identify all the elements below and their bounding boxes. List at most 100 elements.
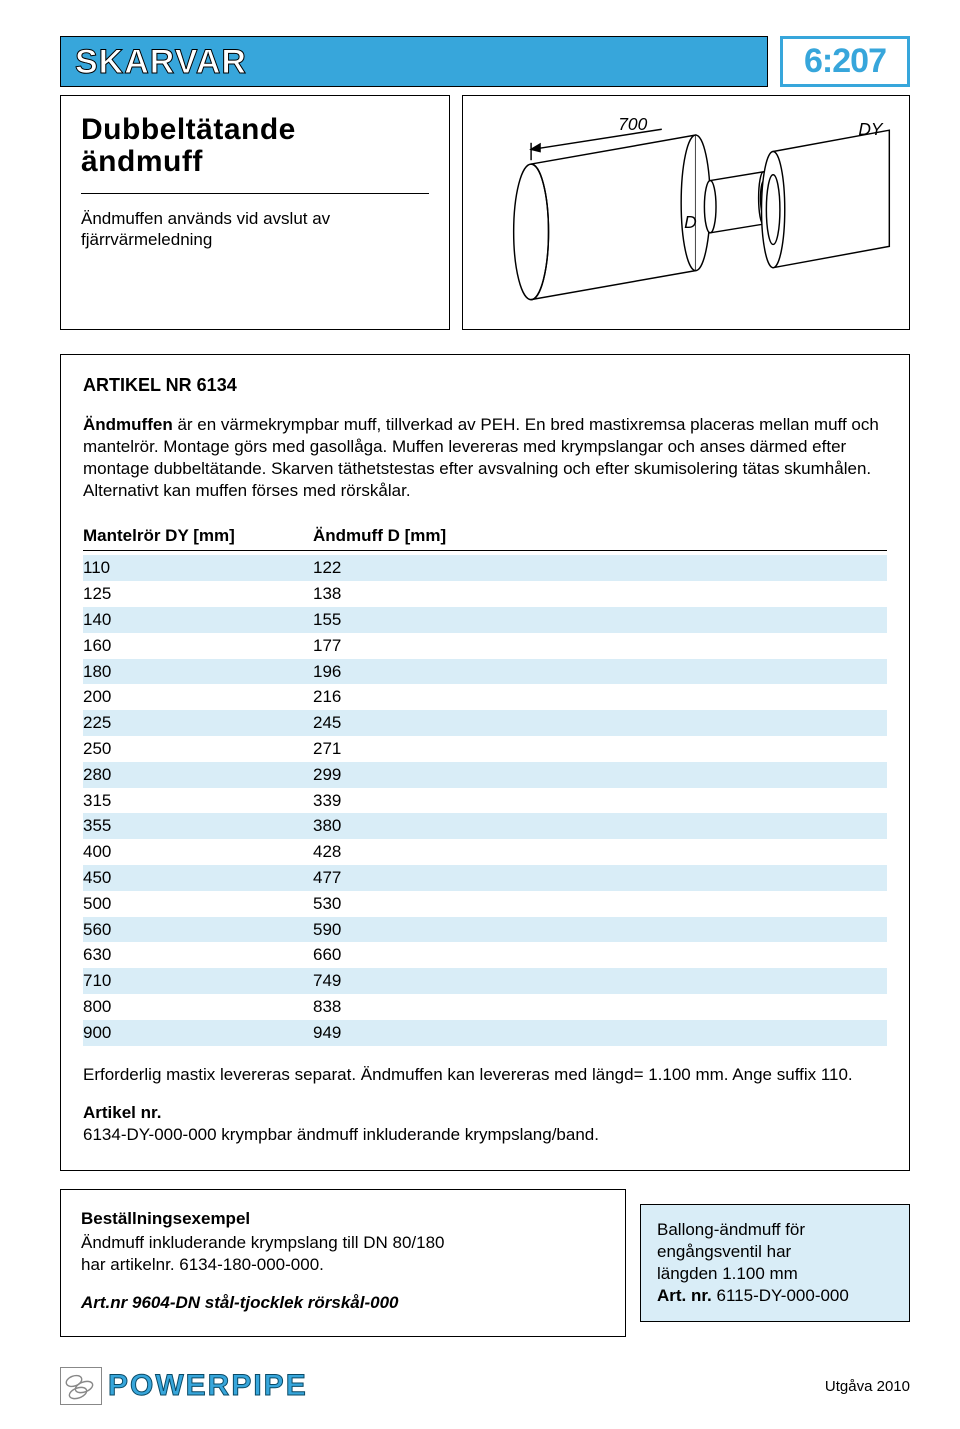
table-cell-dy: 355 <box>83 814 313 838</box>
diagram-label-D: D <box>684 212 697 232</box>
table-cell-dy: 280 <box>83 763 313 787</box>
balloon-l1: Ballong-ändmuff för <box>657 1220 805 1239</box>
table-cell-dy: 200 <box>83 685 313 709</box>
table-cell-dy: 630 <box>83 943 313 967</box>
product-title-l2: ändmuff <box>81 145 203 178</box>
order-example-box: Beställningsexempel Ändmuff inkluderande… <box>60 1189 626 1337</box>
balloon-l4b: Art. nr. <box>657 1286 712 1305</box>
table-cell-d: 749 <box>313 969 887 993</box>
table-cell-d: 380 <box>313 814 887 838</box>
table-cell-dy: 400 <box>83 840 313 864</box>
table-row: 250271 <box>83 736 887 762</box>
table-cell-d: 271 <box>313 737 887 761</box>
intro-row: Dubbeltätande ändmuff Ändmuffen används … <box>60 95 910 330</box>
table-cell-dy: 710 <box>83 969 313 993</box>
table-cell-dy: 225 <box>83 711 313 735</box>
article-lead: Ändmuffen <box>83 415 173 434</box>
table-cell-dy: 500 <box>83 892 313 916</box>
product-title-l1: Dubbeltätande <box>81 113 296 146</box>
logo: POWERPIPE <box>60 1367 308 1405</box>
table-cell-d: 339 <box>313 789 887 813</box>
table-cell-d: 428 <box>313 840 887 864</box>
table-cell-d: 299 <box>313 763 887 787</box>
after-table-block: Erforderlig mastix levereras separat. Än… <box>83 1064 887 1146</box>
order-row: Beställningsexempel Ändmuff inkluderande… <box>60 1189 910 1337</box>
diagram-box: 700 D DY <box>462 95 910 330</box>
table-row: 710749 <box>83 968 887 994</box>
table-row: 110122 <box>83 555 887 581</box>
table-header: Mantelrör DY [mm] Ändmuff D [mm] <box>83 526 887 551</box>
article-description: Ändmuffen är en värmekrympbar muff, till… <box>83 414 887 502</box>
intro-description: Ändmuffen används vid avslut av fjärrvär… <box>81 208 429 251</box>
diagram-svg: 700 D DY <box>473 106 899 319</box>
intro-text-box: Dubbeltätande ändmuff Ändmuffen används … <box>60 95 450 330</box>
table-cell-d: 177 <box>313 634 887 658</box>
header-row: SKARVAR 6:207 <box>60 36 910 87</box>
section-title: SKARVAR <box>75 43 247 82</box>
table-row: 315339 <box>83 788 887 814</box>
table-row: 800838 <box>83 994 887 1020</box>
table-cell-d: 477 <box>313 866 887 890</box>
balloon-l3: längden 1.100 mm <box>657 1264 798 1283</box>
balloon-l4r: 6115-DY-000-000 <box>712 1286 849 1305</box>
table-cell-d: 530 <box>313 892 887 916</box>
article-number: ARTIKEL NR 6134 <box>83 375 887 396</box>
table-cell-dy: 250 <box>83 737 313 761</box>
table-row: 560590 <box>83 917 887 943</box>
table-row: 200216 <box>83 684 887 710</box>
page-code-box: 6:207 <box>780 36 910 87</box>
table-cell-dy: 560 <box>83 918 313 942</box>
footer: POWERPIPE Utgåva 2010 <box>60 1367 910 1405</box>
table-cell-d: 155 <box>313 608 887 632</box>
table-row: 630660 <box>83 942 887 968</box>
diagram-label-700: 700 <box>618 114 647 134</box>
table-body: 1101221251381401551601771801962002162252… <box>83 555 887 1045</box>
table-cell-dy: 110 <box>83 556 313 580</box>
order-line1: Ändmuff inkluderande krympslang till DN … <box>81 1232 605 1254</box>
table-cell-d: 245 <box>313 711 887 735</box>
table-row: 140155 <box>83 607 887 633</box>
table-cell-d: 196 <box>313 660 887 684</box>
table-row: 450477 <box>83 865 887 891</box>
table-row: 900949 <box>83 1020 887 1046</box>
product-title: Dubbeltätande ändmuff <box>81 114 429 177</box>
balloon-l2: engångsventil har <box>657 1242 791 1261</box>
logo-icon <box>60 1367 102 1405</box>
main-frame: ARTIKEL NR 6134 Ändmuffen är en värmekry… <box>60 354 910 1171</box>
table-cell-d: 590 <box>313 918 887 942</box>
section-title-bar: SKARVAR <box>60 36 768 87</box>
artnr-label: Artikel nr. <box>83 1103 161 1122</box>
table-cell-d: 660 <box>313 943 887 967</box>
table-row: 280299 <box>83 762 887 788</box>
table-cell-dy: 180 <box>83 660 313 684</box>
edition: Utgåva 2010 <box>825 1378 910 1395</box>
diagram-label-DY: DY <box>858 119 884 139</box>
balloon-box: Ballong-ändmuff för engångsventil har lä… <box>640 1204 910 1322</box>
table-cell-dy: 315 <box>83 789 313 813</box>
logo-text: POWERPIPE <box>108 1369 308 1403</box>
table-row: 500530 <box>83 891 887 917</box>
table-cell-dy: 800 <box>83 995 313 1019</box>
mastix-note: Erforderlig mastix levereras separat. Än… <box>83 1064 887 1086</box>
table-cell-d: 138 <box>313 582 887 606</box>
table-row: 125138 <box>83 581 887 607</box>
page-code: 6:207 <box>804 42 886 81</box>
page: SKARVAR 6:207 Dubbeltätande ändmuff Ändm… <box>0 0 960 1425</box>
table-cell-d: 949 <box>313 1021 887 1045</box>
order-title: Beställningsexempel <box>81 1208 605 1230</box>
table-row: 160177 <box>83 633 887 659</box>
table-row: 225245 <box>83 710 887 736</box>
order-art2: Art.nr 9604-DN stål-tjocklek rörskål-000 <box>81 1292 605 1314</box>
table-header-col1: Mantelrör DY [mm] <box>83 526 313 546</box>
table-cell-dy: 450 <box>83 866 313 890</box>
table-cell-dy: 160 <box>83 634 313 658</box>
table-cell-d: 216 <box>313 685 887 709</box>
table-cell-dy: 140 <box>83 608 313 632</box>
artnr-line: 6134-DY-000-000 krympbar ändmuff inklude… <box>83 1125 599 1144</box>
table-cell-d: 838 <box>313 995 887 1019</box>
table-cell-d: 122 <box>313 556 887 580</box>
table-row: 355380 <box>83 813 887 839</box>
artnr-block: Artikel nr. 6134-DY-000-000 krympbar änd… <box>83 1102 887 1146</box>
order-line2: har artikelnr. 6134-180-000-000. <box>81 1254 605 1276</box>
article-body: är en värmekrympbar muff, tillverkad av … <box>83 415 879 500</box>
